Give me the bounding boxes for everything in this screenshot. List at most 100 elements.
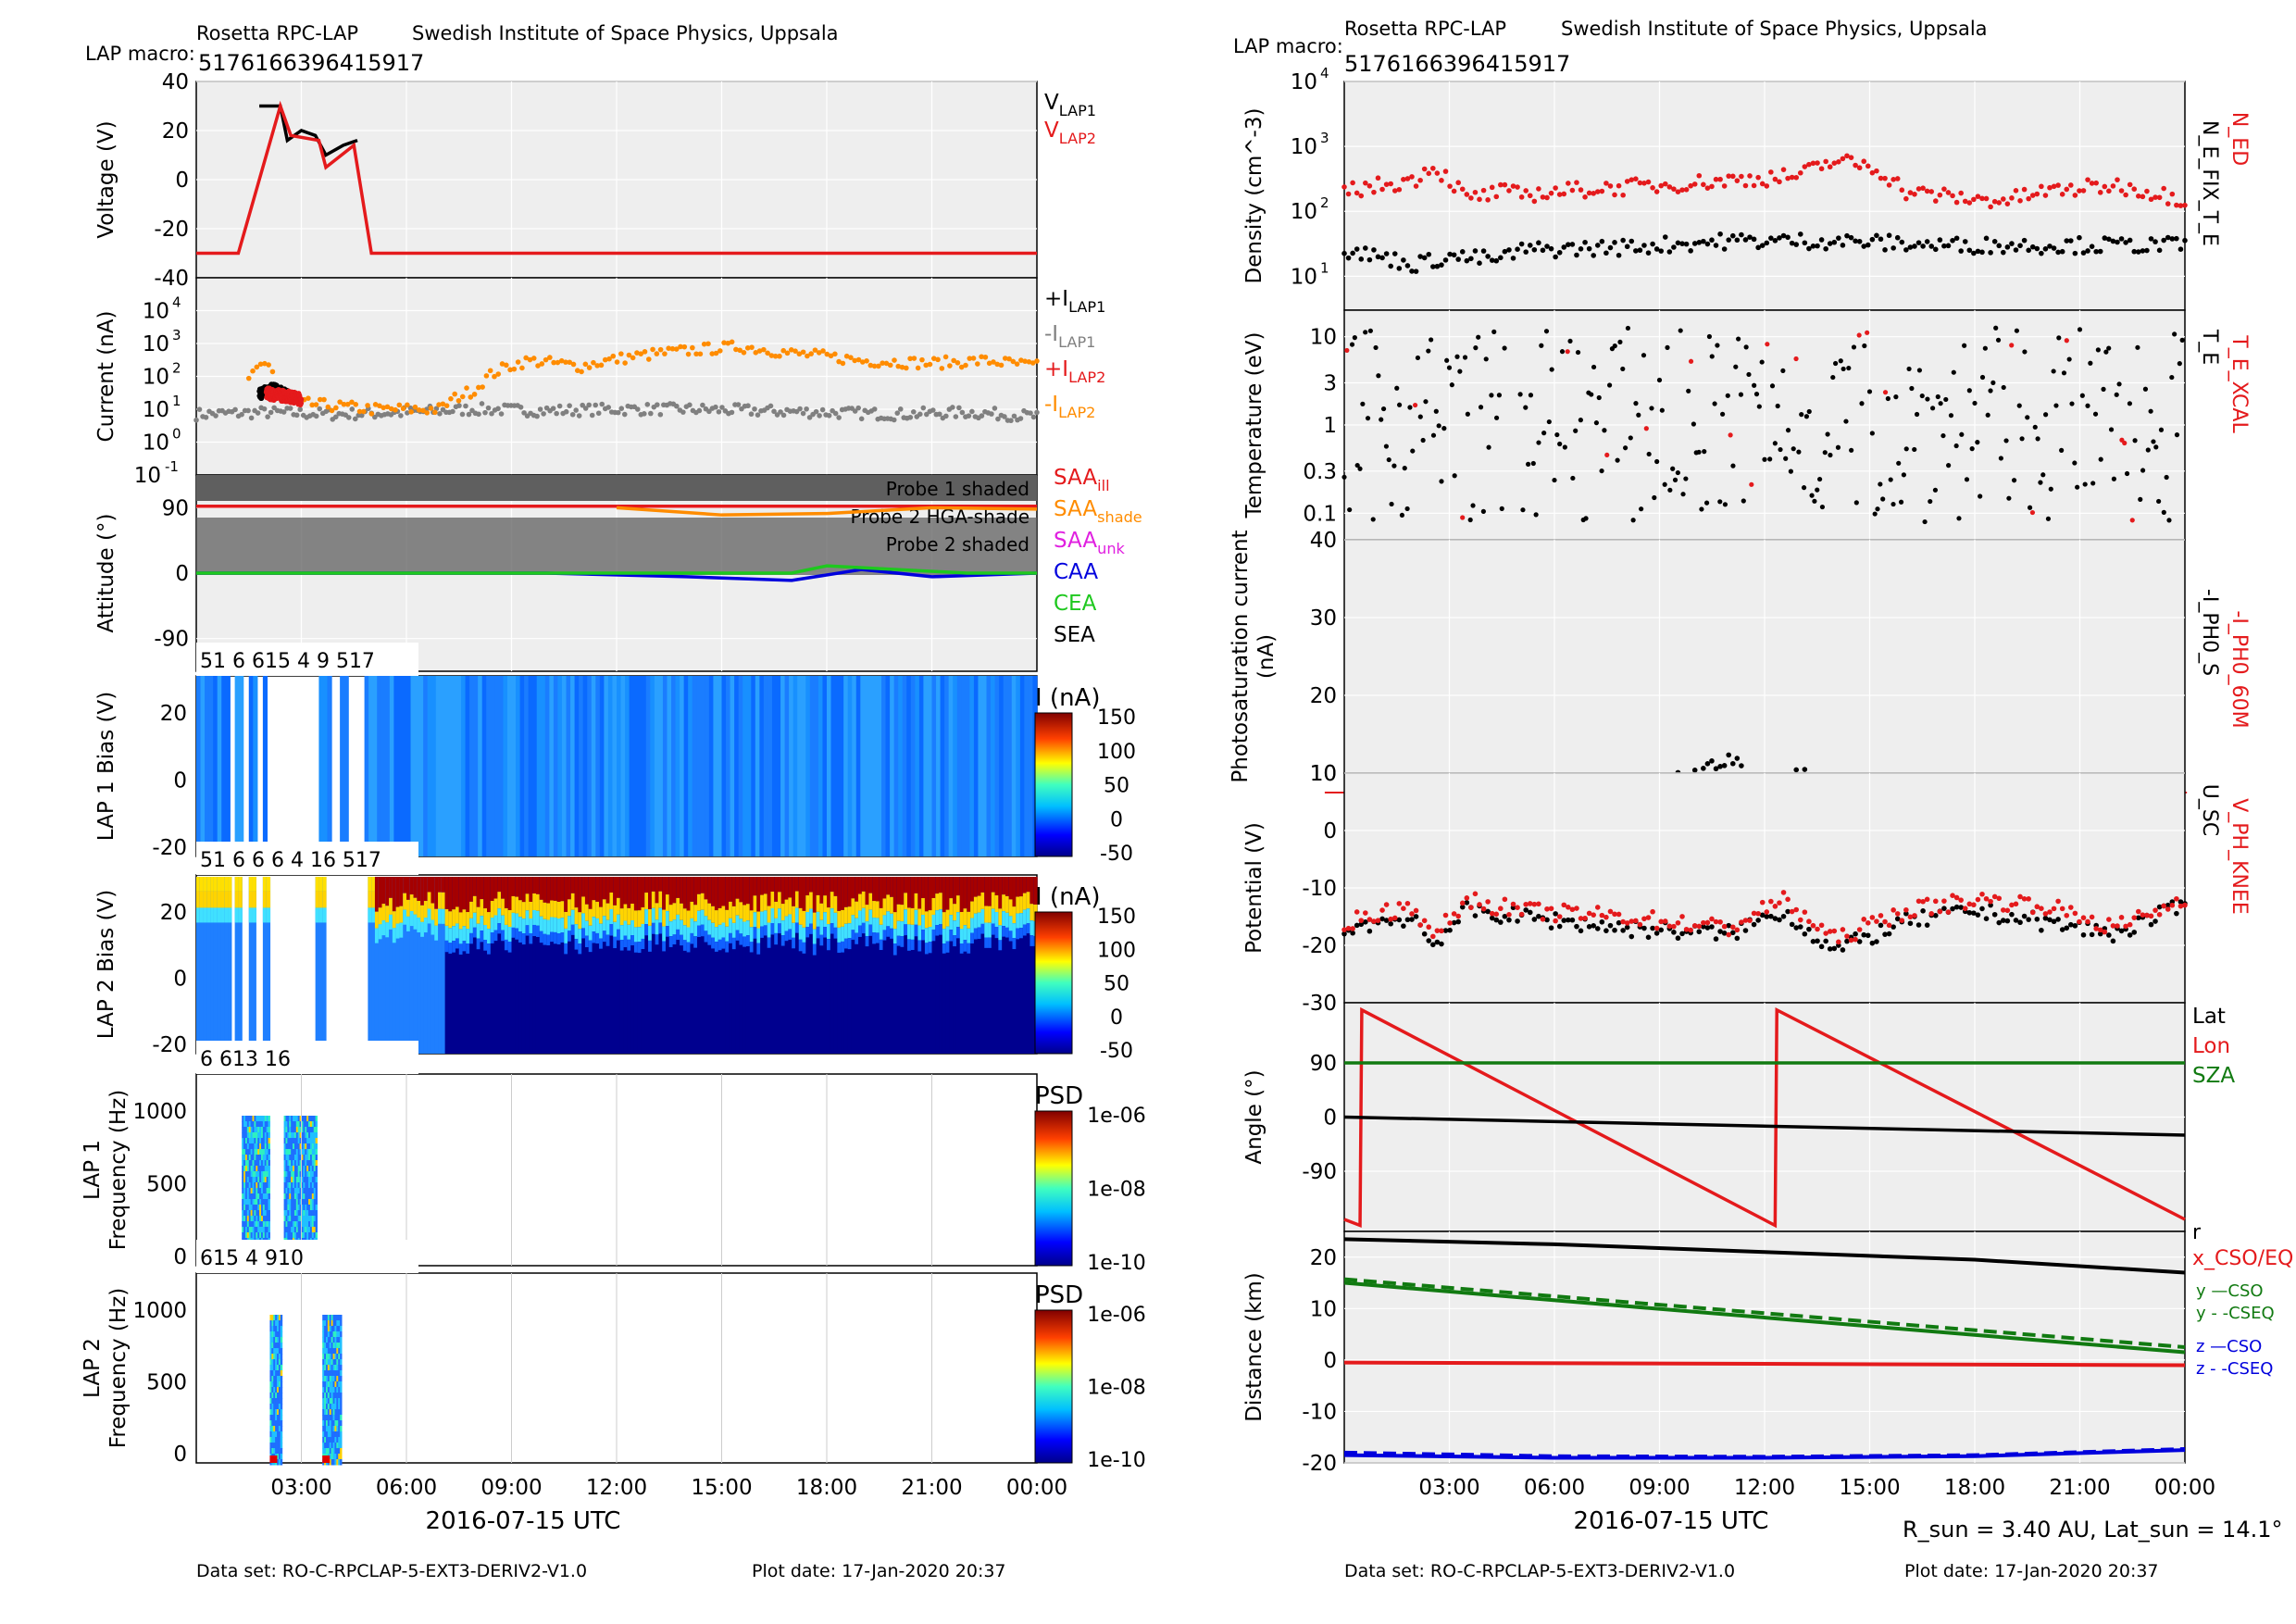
heat-cell [329, 1459, 332, 1466]
heat-cell [283, 1227, 286, 1233]
heat-cell [243, 1193, 246, 1200]
temperature-point [1903, 446, 1909, 452]
heat-cell [749, 927, 755, 943]
heat-cell [890, 896, 894, 914]
heat-cell [259, 1132, 262, 1139]
heat-cell [259, 1171, 262, 1178]
heat-cell [991, 877, 996, 893]
heat-cell [285, 1127, 288, 1133]
heat-cell [939, 877, 943, 1054]
density-series-0 [1962, 198, 1968, 205]
heat-cell [283, 1221, 286, 1228]
heat-cell [570, 893, 576, 910]
density-series-1 [2106, 236, 2112, 243]
lap1_psd-ytick: 1000 [132, 1100, 187, 1124]
heat-cell [305, 1188, 307, 1194]
temperature-point [1880, 496, 1886, 502]
current-series-1 [867, 362, 874, 369]
temperature-point [2145, 447, 2151, 453]
temperature-point [1752, 382, 1757, 388]
heat-cell [313, 1132, 317, 1139]
heat-cell [490, 676, 495, 856]
heat-cell [1016, 877, 1020, 897]
heat-cell [309, 1166, 313, 1172]
current-series-1 [895, 363, 902, 369]
temperature-point [1672, 477, 1678, 482]
density-series-0 [1861, 158, 1867, 165]
heat-cell [275, 1443, 278, 1449]
heat-cell [324, 1448, 327, 1455]
heat-cell [254, 1205, 256, 1211]
heat-cell [259, 1199, 262, 1206]
heat-cell [682, 908, 688, 926]
heat-cell [686, 877, 692, 911]
heat-cell [539, 899, 544, 917]
heat-cell [378, 907, 383, 925]
heat-cell [322, 1420, 325, 1427]
current-series-1 [579, 369, 584, 375]
heat-cell [262, 1216, 266, 1222]
heat-cell [497, 923, 502, 934]
heat-cell [515, 913, 519, 929]
potential-series-0 [1616, 919, 1622, 926]
potential-series-0 [1958, 905, 1964, 910]
potential-series-0 [2013, 918, 2019, 923]
heat-cell [259, 1121, 262, 1128]
heat-cell [334, 1398, 337, 1405]
dataset-label-right: Data set: RO-C-RPCLAP-5-EXT3-DERIV2-V1.0 [1344, 1561, 1735, 1581]
heat-cell [275, 1415, 278, 1421]
heat-cell [228, 907, 232, 923]
lap2_sweep-ytick: -20 [152, 1033, 187, 1057]
heat-cell [311, 1227, 315, 1233]
heat-cell [306, 1116, 309, 1122]
heat-cell [250, 1155, 254, 1161]
current-series-1 [499, 361, 505, 367]
heat-cell [617, 676, 622, 856]
heat-cell [704, 877, 708, 900]
heat-cell [266, 1216, 269, 1222]
heat-cell [368, 877, 372, 892]
heat-cell [315, 877, 320, 1054]
heat-cell [303, 1132, 306, 1139]
temperature-point [1862, 343, 1867, 349]
density-series-0 [2064, 186, 2070, 193]
heat-cell [984, 877, 989, 906]
density-series-0 [1802, 164, 1808, 169]
temperature-point [1733, 364, 1739, 369]
density-series-0 [1599, 188, 1605, 194]
heat-cell [203, 877, 207, 892]
heat-cell [617, 929, 621, 941]
heat-cell [570, 877, 576, 893]
potential-series-0 [1878, 922, 1884, 929]
heat-cell [798, 877, 804, 1054]
potential-series-0 [2004, 918, 2011, 924]
heat-cell [939, 909, 943, 925]
heat-cell [953, 904, 957, 921]
heat-cell [1004, 912, 1010, 928]
heat-cell [244, 1199, 248, 1206]
heat-cell [812, 877, 817, 1054]
density-series-0 [2165, 201, 2171, 206]
heat-cell [293, 1177, 295, 1183]
temperature-point [1830, 374, 1836, 381]
heat-cell [1008, 916, 1014, 931]
heat-cell [244, 1138, 248, 1144]
current-series-1 [942, 354, 949, 360]
potential-series-1 [1345, 925, 1352, 931]
density-series-0 [1527, 193, 1533, 199]
temperature-point [1925, 396, 1930, 402]
heat-cell [532, 676, 538, 856]
heat-cell [303, 1188, 306, 1194]
heat-cell [252, 1166, 255, 1172]
heat-cell [812, 943, 817, 956]
heat-cell [521, 877, 527, 1054]
current-series-1 [372, 402, 379, 407]
temperature-point [2066, 356, 2072, 362]
heat-cell [334, 1426, 337, 1432]
heat-cell [340, 1315, 343, 1321]
heat-cell [760, 926, 765, 938]
heat-cell [309, 1199, 313, 1206]
heat-cell [248, 1210, 252, 1217]
heat-cell [970, 901, 975, 918]
heat-cell [244, 1160, 248, 1167]
